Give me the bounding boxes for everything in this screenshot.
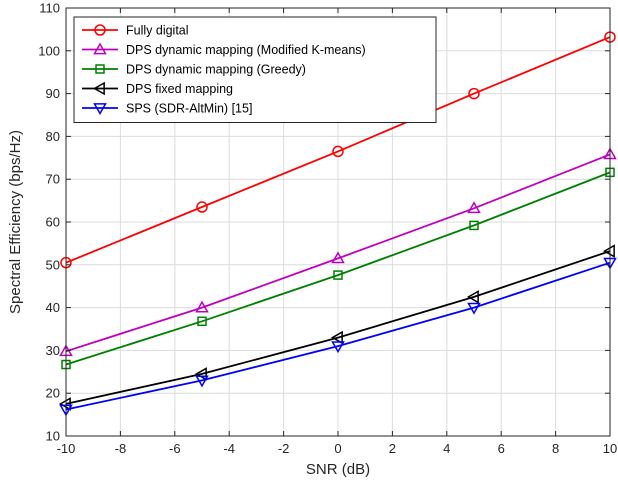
legend-label: DPS dynamic mapping (Greedy) xyxy=(126,63,306,77)
data-point xyxy=(332,145,344,158)
data-point xyxy=(466,290,479,304)
x-tick-label: -10 xyxy=(57,441,76,456)
data-point xyxy=(469,220,479,231)
data-point xyxy=(331,251,345,264)
y-tick-label: 90 xyxy=(46,86,60,101)
data-point xyxy=(195,300,209,313)
x-tick-label: -6 xyxy=(169,441,181,456)
x-tick-label: 8 xyxy=(552,441,559,456)
data-point xyxy=(58,397,71,411)
y-tick-label: 50 xyxy=(46,257,60,272)
data-point xyxy=(468,87,480,100)
y-tick-label: 40 xyxy=(46,300,60,315)
x-tick-label: 0 xyxy=(334,441,341,456)
data-point xyxy=(333,270,343,280)
legend-marker xyxy=(92,81,105,96)
series-line xyxy=(65,36,611,264)
legend-entry: Fully digital xyxy=(82,24,189,38)
y-tick-label: 100 xyxy=(38,43,60,58)
x-axis-label: SNR (dB) xyxy=(306,461,370,478)
series-line xyxy=(65,261,611,411)
data-point xyxy=(196,201,208,213)
y-tick-label: 10 xyxy=(46,429,60,444)
legend-marker xyxy=(93,103,107,116)
data-point xyxy=(330,330,343,345)
legend-entry: SPS (SDR-AltMin) [15] xyxy=(82,102,252,116)
data-point xyxy=(467,302,481,315)
series-2 xyxy=(59,147,617,357)
y-tick-label: 20 xyxy=(46,386,60,401)
legend-marker xyxy=(93,42,107,55)
x-tick-label: 6 xyxy=(498,441,505,456)
legend-label: DPS dynamic mapping (Modified K-means) xyxy=(126,43,366,57)
legend-label: SPS (SDR-AltMin) [15] xyxy=(126,102,252,116)
x-tick-label: 10 xyxy=(603,441,617,456)
series-line xyxy=(65,153,611,353)
x-tick-label: -8 xyxy=(115,441,127,456)
x-tick-label: 2 xyxy=(389,441,396,456)
y-tick-label: 60 xyxy=(46,215,60,230)
data-point xyxy=(195,375,209,388)
legend-marker xyxy=(95,64,105,74)
y-axis-label: Spectral Efficiency (bps/Hz) xyxy=(7,130,24,314)
series-line xyxy=(65,171,611,366)
legend-entry: DPS fixed mapping xyxy=(82,81,233,96)
x-tick-label: -4 xyxy=(223,441,235,456)
legend-entry: DPS dynamic mapping (Greedy) xyxy=(82,63,306,77)
tick-labels: -10 -8 -6 -4 -2 0 2 4 6 8 10 10 20 30 40 50 60 70 80 90 100 1… xyxy=(38,1,617,457)
y-tick-label: 30 xyxy=(46,343,60,358)
data-point xyxy=(331,341,345,354)
legend-entry: DPS dynamic mapping (Modified K-means) xyxy=(82,42,366,57)
legend-marker xyxy=(94,24,106,36)
y-tick-label: 110 xyxy=(39,1,60,16)
series-line xyxy=(65,250,611,405)
legend-box xyxy=(73,16,437,123)
legend: Fully digital DPS dynamic mapping (Modifi… xyxy=(73,16,437,123)
y-tick-label: 80 xyxy=(46,129,60,144)
legend-label: Fully digital xyxy=(126,24,189,38)
y-tick-label: 70 xyxy=(46,172,60,187)
x-tick-label: -2 xyxy=(278,441,290,456)
data-point xyxy=(467,201,481,214)
data-point xyxy=(602,244,615,258)
legend-label: DPS fixed mapping xyxy=(126,82,233,96)
series-4 xyxy=(58,244,615,411)
series-5 xyxy=(59,257,617,417)
x-tick-label: 4 xyxy=(443,441,450,456)
data-point xyxy=(197,316,207,327)
